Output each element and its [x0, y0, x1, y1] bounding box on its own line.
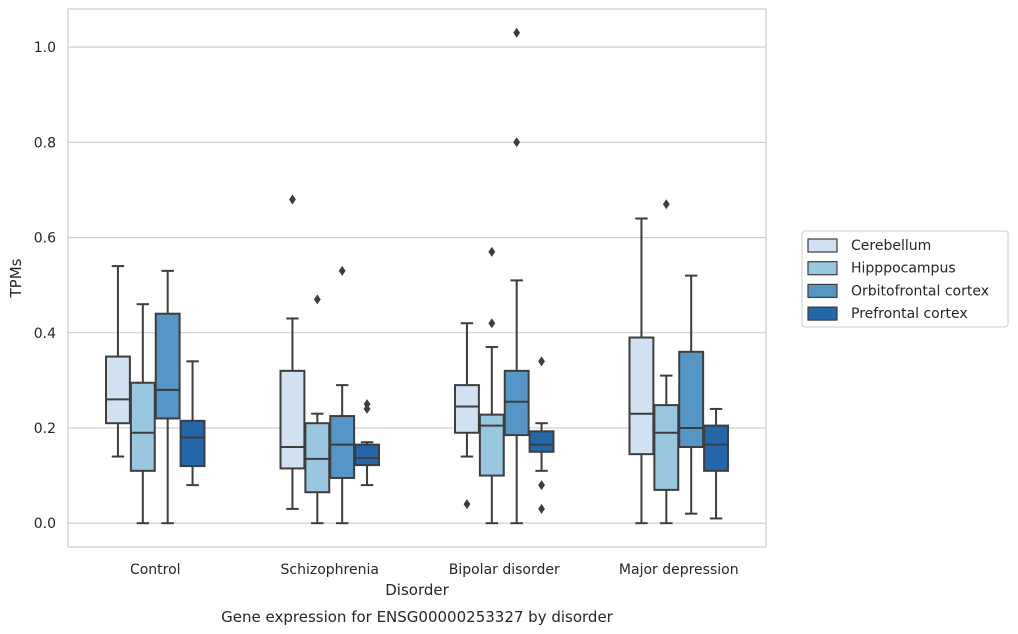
box-orbitofrontal-cortex — [503, 27, 530, 525]
outlier-point — [289, 194, 296, 205]
legend-swatch — [807, 283, 838, 298]
box-body — [454, 384, 480, 434]
y-tick-label: 0.2 — [34, 421, 56, 437]
box-body — [129, 381, 156, 472]
outlier-point — [513, 137, 521, 148]
outlier-point — [538, 356, 545, 367]
chart-caption: Gene expression for ENSG00000253327 by d… — [221, 608, 614, 626]
box-body — [354, 443, 380, 467]
y-tick-label: 0.0 — [34, 516, 56, 532]
box-body — [179, 419, 206, 468]
box-body — [528, 430, 555, 453]
outlier-point — [313, 294, 321, 305]
box-orbitofrontal-cortex — [329, 265, 356, 525]
x-tick-labels: Control Schizophrenia Bipolar disorder Majo… — [130, 562, 739, 578]
box-body — [304, 422, 331, 494]
box-body — [678, 350, 705, 449]
box-body — [154, 312, 181, 420]
x-axis-label: Disorder — [385, 581, 449, 599]
box-hipppocampus — [304, 294, 331, 525]
box-cerebellum — [105, 265, 131, 458]
outlier-point — [488, 246, 496, 257]
legend-swatch — [807, 306, 838, 321]
x-tick-label: Major depression — [619, 562, 739, 578]
box-prefrontal-cortex — [354, 399, 380, 487]
box-body — [503, 369, 530, 437]
y-tick-label: 0.4 — [34, 326, 56, 342]
legend-label: Prefrontal cortex — [851, 306, 968, 322]
outlier-point — [538, 480, 545, 491]
y-tick-label: 1.0 — [34, 40, 56, 56]
box-prefrontal-cortex — [179, 360, 206, 487]
box-prefrontal-cortex — [703, 407, 729, 520]
box-hipppocampus — [478, 246, 505, 525]
y-axis-label: TPMs — [7, 258, 25, 298]
box-hipppocampus — [653, 199, 680, 525]
legend-label: Orbitofrontal cortex — [851, 283, 989, 299]
outlier-point — [538, 503, 545, 514]
box-cerebellum — [279, 194, 306, 510]
outlier-point — [513, 27, 521, 38]
box-body — [105, 355, 131, 425]
legend-label: Cerebellum — [851, 238, 931, 254]
x-tick-label: Schizophrenia — [281, 562, 379, 578]
box-cerebellum — [454, 322, 480, 510]
legend-swatch — [807, 238, 838, 253]
legend: Cerebellum Hipppocampus Orbitofrontal cort… — [801, 230, 1009, 328]
x-tick-label: Control — [130, 562, 181, 578]
box-prefrontal-cortex — [528, 356, 555, 514]
y-tick-label: 0.8 — [34, 135, 56, 151]
legend-swatch — [807, 261, 838, 276]
box-plots — [105, 27, 729, 525]
legend-frame — [801, 230, 1009, 328]
x-tick-label: Bipolar disorder — [449, 562, 560, 578]
box-body — [478, 413, 505, 477]
box-body — [279, 369, 306, 470]
box-orbitofrontal-cortex — [154, 269, 181, 525]
outlier-point — [463, 499, 471, 510]
box-body — [628, 336, 655, 456]
outlier-point — [488, 318, 496, 329]
box-body — [653, 404, 680, 491]
outlier-point — [363, 403, 371, 414]
outlier-point — [338, 265, 346, 276]
legend-label: Hipppocampus — [851, 261, 956, 277]
box-cerebellum — [628, 217, 655, 525]
box-orbitofrontal-cortex — [678, 274, 705, 515]
box-body — [329, 415, 356, 479]
box-hipppocampus — [129, 303, 156, 525]
box-body — [703, 424, 729, 472]
plot-frame — [67, 8, 767, 548]
y-tick-label: 0.6 — [34, 231, 56, 247]
outlier-point — [662, 199, 670, 210]
y-tick-labels: 0.0 0.2 0.4 0.6 0.8 1.0 — [34, 40, 56, 532]
